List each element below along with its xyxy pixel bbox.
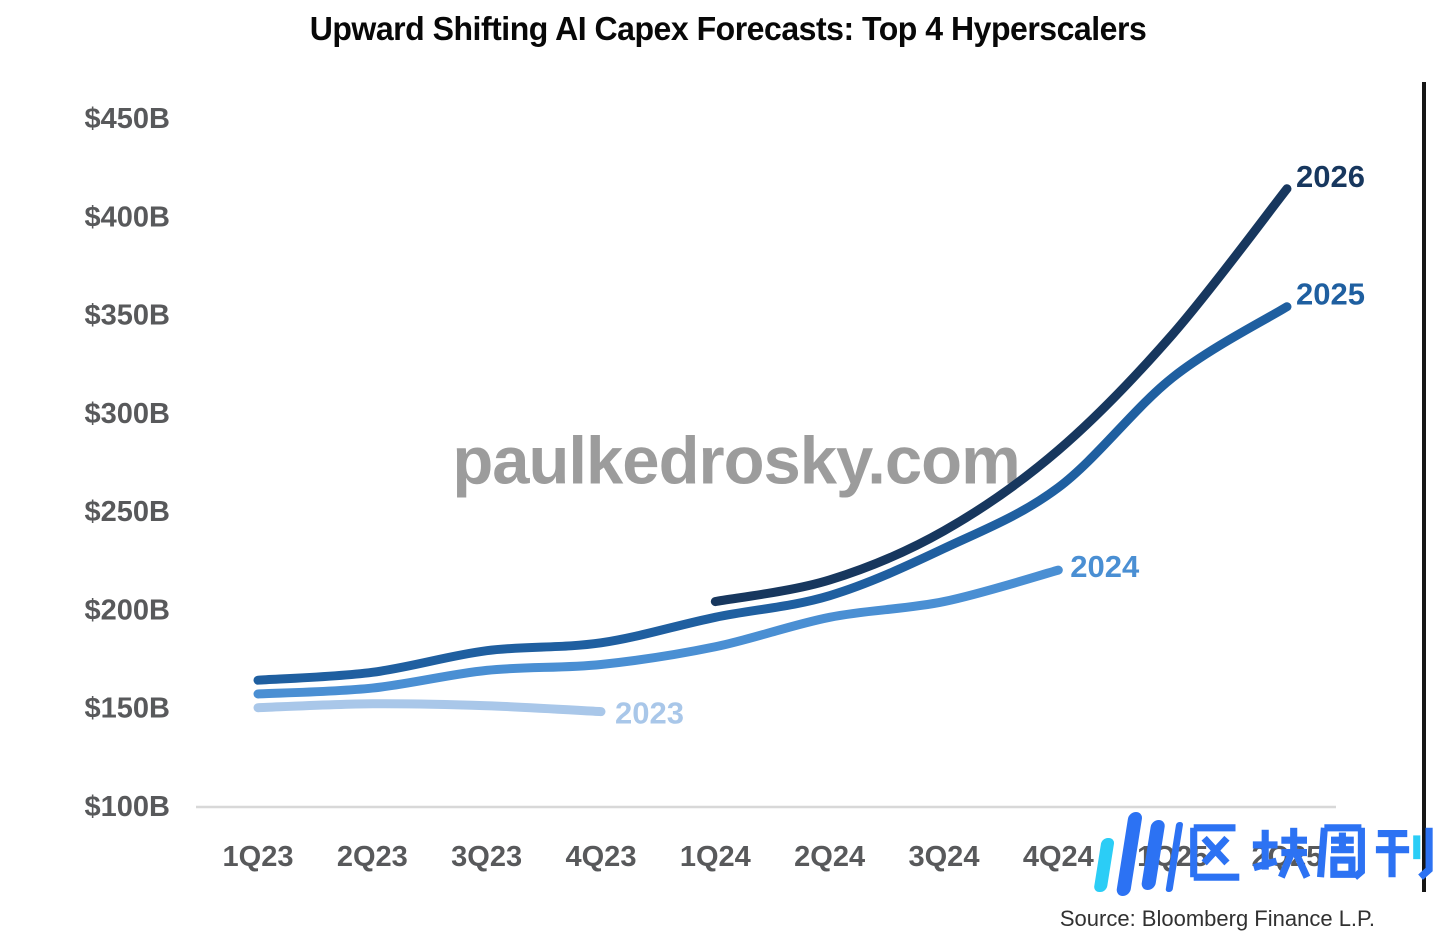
right-border-line [1422, 82, 1426, 892]
x-axis-label: 2Q23 [337, 841, 408, 873]
series-label-2026: 2026 [1296, 159, 1365, 194]
series-label-2025: 2025 [1296, 277, 1365, 312]
logo-glyph-stroke [1418, 827, 1433, 880]
y-axis-label: $450B [85, 103, 170, 135]
y-axis-label: $200B [85, 594, 170, 626]
source-attribution: Source: Bloomberg Finance L.P. [1059, 906, 1375, 931]
x-axis-label: 4Q24 [1023, 841, 1094, 873]
x-axis-label: 4Q23 [566, 841, 637, 873]
logo-glyph-stroke [1201, 835, 1230, 866]
logo-glyph-stroke [1330, 856, 1356, 878]
blockweekly-watermark-logo [1094, 812, 1433, 896]
logo-bar-blue-1 [1116, 812, 1142, 896]
y-axis-label: $250B [85, 496, 170, 528]
logo-bar-cyan [1094, 838, 1115, 892]
y-axis-label: $300B [85, 398, 170, 430]
x-axis-label: 2Q24 [794, 841, 865, 873]
logo-glyph-stroke [1252, 857, 1278, 872]
logo-glyph-stroke [1352, 827, 1365, 880]
y-axis-label: $100B [85, 791, 170, 823]
y-axis-label: $400B [85, 201, 170, 233]
logo-bars-icon [1094, 812, 1183, 896]
logo-glyph-stroke [1278, 851, 1296, 879]
series-line-2026 [710, 184, 1292, 607]
x-axis-label: 3Q24 [909, 841, 980, 873]
logo-glyph-stroke [1292, 851, 1311, 879]
series-label-2023: 2023 [615, 696, 684, 731]
series-label-2024: 2024 [1070, 549, 1140, 584]
x-axis-label: 3Q23 [451, 841, 522, 873]
x-axis-label: 1Q23 [223, 841, 294, 873]
x-axis-label: 1Q24 [680, 841, 751, 873]
logo-divider-bar [1165, 822, 1183, 892]
logo-glyph [1316, 824, 1365, 880]
logo-glyph [1375, 827, 1433, 880]
series-line-2024 [253, 565, 1063, 699]
series-line-2025 [253, 302, 1292, 685]
paulkedrosky-watermark: paulkedrosky.com [452, 423, 1020, 499]
logo-glyph-stroke [1316, 827, 1328, 878]
series-line-2023 [253, 699, 606, 717]
logo-wordmark [1190, 824, 1433, 881]
y-axis-label: $150B [85, 693, 170, 725]
logo-bar-blue-2 [1141, 820, 1165, 890]
logo-glyph [1190, 824, 1240, 881]
chart-title: Upward Shifting AI Capex Forecasts: Top … [309, 10, 1147, 47]
y-axis-label: $350B [85, 300, 170, 332]
logo-glyph [1252, 827, 1311, 879]
